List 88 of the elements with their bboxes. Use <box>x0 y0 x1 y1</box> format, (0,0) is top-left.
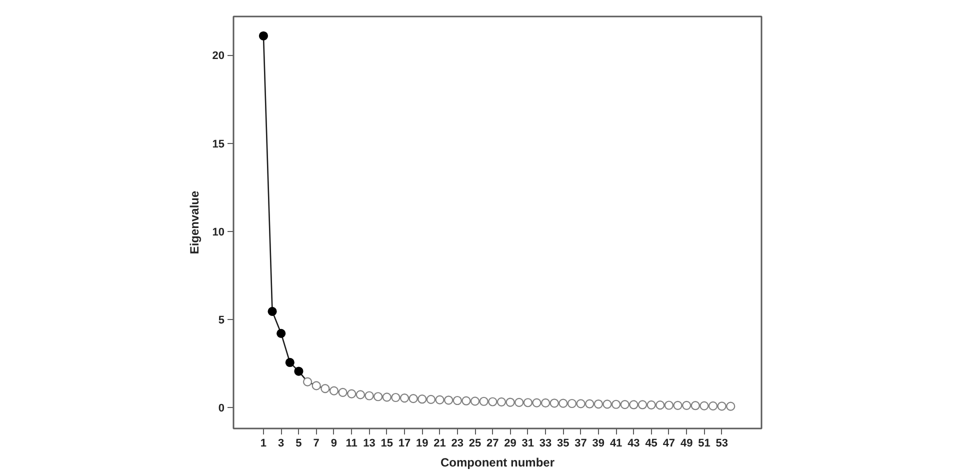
point <box>312 381 321 390</box>
x-tick-label: 49 <box>680 438 693 450</box>
point <box>258 31 268 40</box>
point <box>374 392 383 402</box>
point <box>594 399 603 409</box>
x-tick-label: 27 <box>486 438 499 450</box>
point <box>435 395 444 404</box>
point <box>673 400 682 410</box>
point <box>532 398 542 408</box>
point <box>452 396 462 406</box>
x-tick-label: 39 <box>592 438 605 450</box>
x-tick-label: 19 <box>416 438 428 450</box>
x-tick-label: 51 <box>698 438 710 450</box>
x-tick-label: 5 <box>296 438 302 450</box>
point <box>302 377 312 386</box>
point <box>338 388 348 397</box>
x-tick-label: 7 <box>313 438 320 450</box>
point <box>462 396 471 406</box>
point <box>294 366 304 376</box>
point <box>708 401 718 411</box>
point <box>506 398 515 407</box>
point <box>682 400 692 410</box>
y-tick-label: 20 <box>212 50 225 62</box>
point <box>690 401 700 410</box>
x-tick-label: 3 <box>278 438 284 450</box>
point <box>391 392 400 402</box>
point <box>540 398 550 408</box>
point <box>550 398 559 408</box>
point <box>558 398 568 408</box>
x-tick-label: 43 <box>628 438 640 450</box>
x-tick-label: 11 <box>346 438 358 450</box>
y-tick-label: 5 <box>218 314 225 326</box>
y-tick-label: 0 <box>218 402 225 414</box>
point <box>382 392 392 402</box>
x-tick-label: 13 <box>363 438 376 450</box>
point <box>726 402 736 411</box>
point <box>470 396 480 406</box>
x-tick-label: 25 <box>468 438 482 450</box>
x-tick-label: 23 <box>451 438 464 450</box>
x-tick-label: 9 <box>330 438 338 450</box>
point <box>364 391 374 400</box>
point <box>700 401 709 410</box>
point <box>408 394 418 404</box>
y-tick-label: 15 <box>212 138 225 150</box>
x-tick-label: 33 <box>539 438 552 450</box>
x-axis-title: Component number <box>440 456 555 470</box>
y-tick-label: 10 <box>212 226 225 238</box>
point <box>418 394 427 404</box>
x-tick-label: 15 <box>380 438 394 450</box>
y-axis-title: Eigenvalue <box>187 190 202 254</box>
x-tick-label: 21 <box>434 438 446 450</box>
point <box>629 400 638 410</box>
x-tick-label: 31 <box>522 438 534 450</box>
point <box>285 358 294 368</box>
point <box>329 386 339 396</box>
point <box>426 394 436 404</box>
point <box>320 384 330 394</box>
point <box>347 389 356 398</box>
point <box>612 400 621 409</box>
point <box>276 328 286 338</box>
point <box>717 402 726 411</box>
point <box>567 398 577 408</box>
point <box>496 397 506 406</box>
point <box>444 396 454 405</box>
point <box>602 400 612 409</box>
x-tick-label: 45 <box>645 438 658 450</box>
x-tick-label: 1 <box>260 438 267 450</box>
point <box>585 399 594 408</box>
x-tick-label: 35 <box>557 438 570 450</box>
point <box>400 394 410 403</box>
point <box>268 306 277 316</box>
point <box>646 400 656 410</box>
x-tick-label: 47 <box>662 438 676 450</box>
x-tick-label: 53 <box>716 438 728 450</box>
point <box>620 400 630 410</box>
point <box>656 400 665 410</box>
point <box>356 390 365 400</box>
point <box>488 397 498 406</box>
point <box>514 398 524 407</box>
point <box>664 400 674 410</box>
point <box>638 400 648 410</box>
x-tick-label: 41 <box>610 438 622 450</box>
x-tick-label: 37 <box>574 438 587 450</box>
x-tick-label: 29 <box>504 438 516 450</box>
x-tick-label: 17 <box>398 438 411 450</box>
point <box>523 398 532 408</box>
point <box>479 396 488 406</box>
point <box>576 399 586 408</box>
